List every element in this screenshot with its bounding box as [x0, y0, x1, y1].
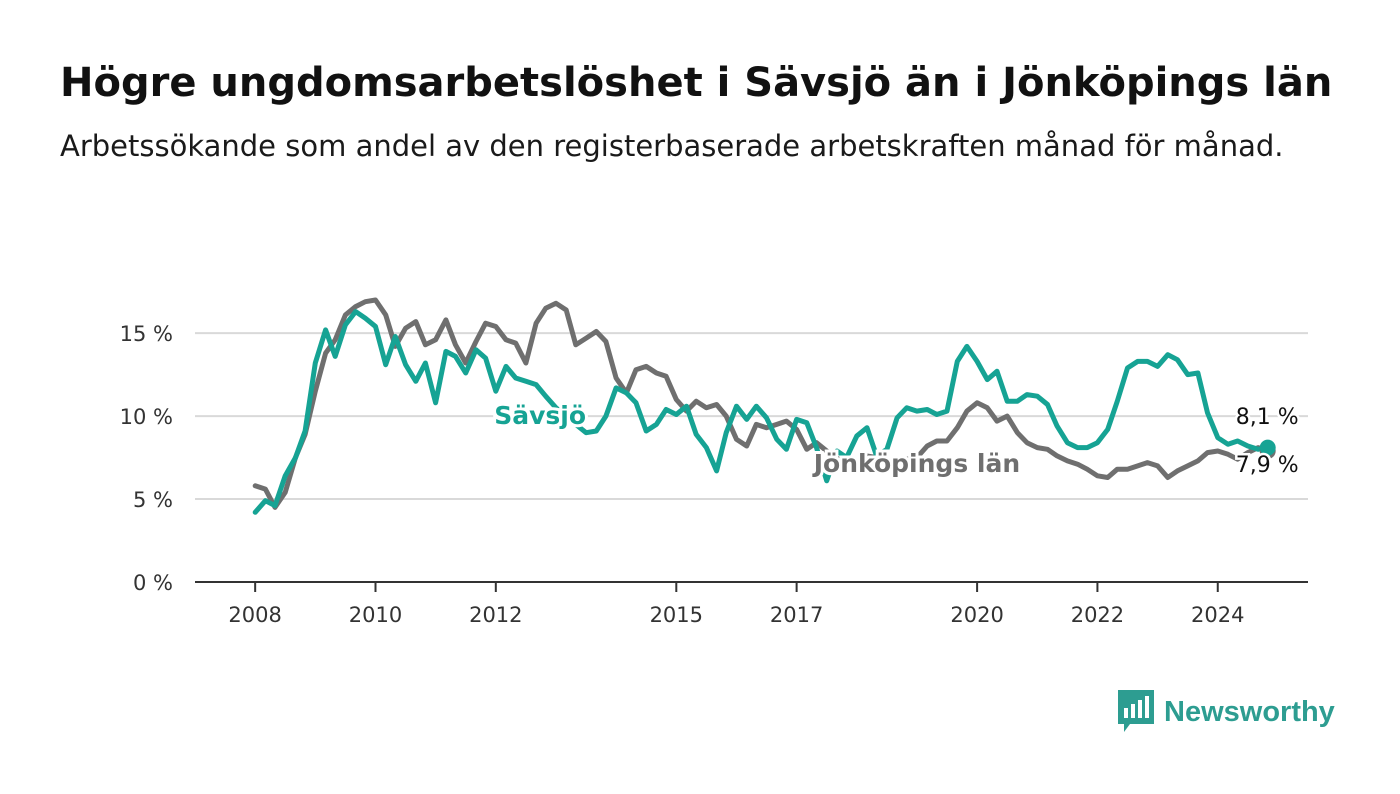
y-tick-label: 15 % — [120, 322, 173, 346]
end-marker-savsjo — [1259, 439, 1276, 456]
x-tick-label: 2012 — [469, 603, 522, 627]
y-tick-label: 5 % — [133, 488, 173, 512]
series-label-jonkopings-lan: Jönköpings län — [812, 449, 1020, 478]
logo-text: Newsworthy — [1164, 695, 1335, 728]
y-tick-label: 0 % — [133, 571, 173, 595]
x-tick-label: 2017 — [770, 603, 823, 627]
end-label-jonkopings-lan: 7,9 % — [1236, 453, 1299, 478]
y-tick-label: 10 % — [120, 405, 173, 429]
bar-chart-speech-bubble-icon — [1118, 690, 1154, 732]
newsworthy-logo: Newsworthy — [1118, 690, 1335, 734]
end-label-savsjo: 8,1 % — [1236, 405, 1299, 430]
x-tick-label: 2020 — [950, 603, 1003, 627]
series-annotations: Sävsjö Jönköpings län — [491, 398, 1023, 481]
x-tick-label: 2010 — [349, 603, 402, 627]
end-labels: 8,1 % 7,9 % — [1233, 403, 1301, 481]
axes: 0 % 5 % 10 % 15 % 2008 2010 2012 2015 2017 2020 20… — [120, 322, 1308, 627]
chart-subtitle: Arbetssökande som andel av den registerb… — [60, 129, 1284, 163]
series-group — [252, 297, 1276, 515]
series-label-savsjo: Sävsjö — [494, 401, 586, 430]
series-line-jonkopings-lan — [252, 297, 1271, 510]
series-line-savsjo — [252, 309, 1271, 515]
chart-title: Högre ungdomsarbetslöshet i Sävsjö än i … — [60, 60, 1333, 106]
x-tick-label: 2015 — [650, 603, 703, 627]
x-tick-label: 2008 — [228, 603, 281, 627]
x-tick-label: 2024 — [1191, 603, 1244, 627]
x-tick-label: 2022 — [1071, 603, 1124, 627]
